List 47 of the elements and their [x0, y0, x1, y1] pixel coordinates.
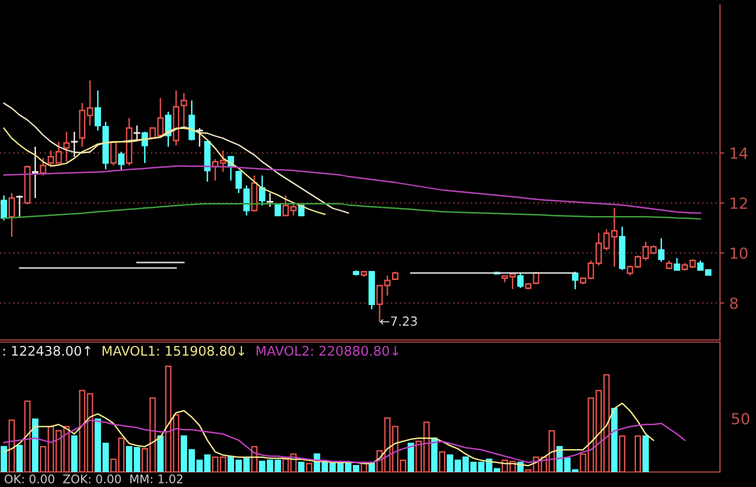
candlestick: [658, 238, 665, 262]
candlestick: [94, 90, 102, 132]
candlestick: [142, 131, 148, 164]
bar: [618, 435, 626, 472]
bar: [32, 418, 38, 472]
candlestick: [8, 192, 15, 238]
bar: [24, 400, 31, 472]
candlestick: [180, 92, 188, 126]
y-tick-label: 14: [730, 148, 748, 159]
bar: [298, 462, 305, 472]
bar: [71, 435, 78, 472]
candlestick: [134, 124, 140, 142]
text: : 122438.00↑: [4, 346, 90, 356]
bar: [16, 444, 23, 472]
text: 50: [732, 412, 750, 424]
candlestick: [517, 272, 524, 289]
candlestick: [196, 127, 203, 148]
bar: [8, 420, 15, 472]
y-tick-label: 8: [730, 297, 738, 310]
y-tick-label: 12: [730, 197, 747, 209]
bar: [306, 462, 312, 472]
candlestick: [235, 170, 242, 194]
y-tick-label: 10: [730, 247, 748, 260]
annotation: ←7.23: [380, 316, 417, 326]
candlestick: [266, 192, 274, 208]
text: OK: 0.00 ZOK: 0.00 MM: 1.02: [4, 474, 182, 484]
bar: [611, 408, 618, 472]
bar: [438, 451, 446, 472]
candlestick: [188, 100, 195, 142]
text: MAVOL1: 151908.80↓: [102, 346, 244, 356]
candlestick: [0, 194, 8, 222]
candlestick: [118, 151, 125, 172]
bar: [431, 437, 438, 472]
candlestick: [71, 131, 78, 158]
bar: [408, 442, 414, 472]
bar: [642, 435, 649, 472]
candlestick: [63, 131, 70, 162]
line-series: [3, 102, 349, 214]
candlestick: [572, 271, 578, 290]
candlestick: [674, 257, 680, 272]
bar: [0, 446, 8, 472]
candlestick: [16, 194, 23, 218]
bar: [634, 435, 642, 472]
candlestick: [32, 146, 38, 199]
bar: [157, 435, 164, 472]
candlestick: [258, 174, 266, 206]
text: MAVOL2: 220880.80↓: [256, 346, 398, 356]
